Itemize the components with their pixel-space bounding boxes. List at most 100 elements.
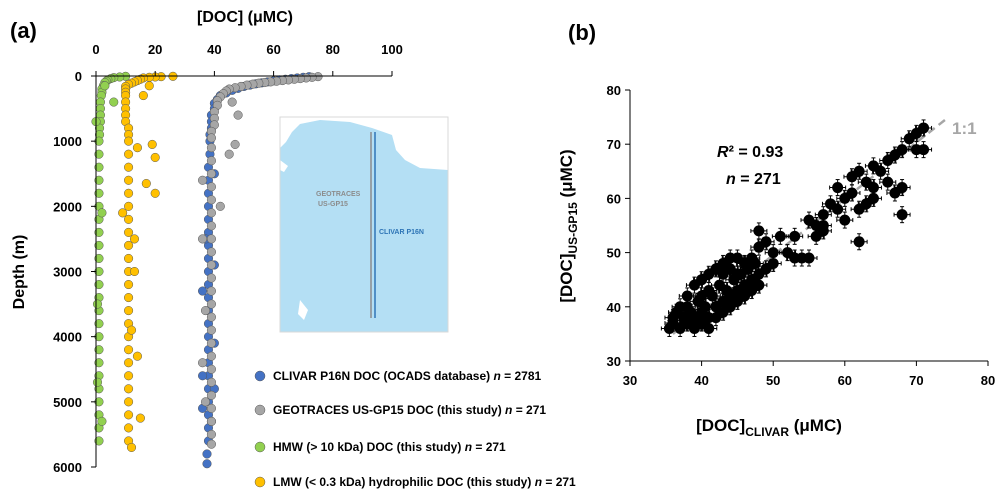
data-point bbox=[198, 234, 208, 244]
panel-label-a: (a) bbox=[10, 18, 37, 43]
panel-a-x-tick-label: 80 bbox=[326, 42, 340, 57]
panel-a-y-axis-label: Depth (m) bbox=[11, 235, 28, 310]
panel-a-y-tick-label: 0 bbox=[75, 69, 82, 84]
data-point-with-error bbox=[886, 184, 904, 202]
data-point-with-error bbox=[693, 287, 711, 305]
panel-a-x-tick-label: 0 bbox=[92, 42, 99, 57]
data-point bbox=[124, 306, 134, 316]
data-point bbox=[696, 290, 708, 302]
data-point bbox=[124, 423, 134, 433]
data-point bbox=[206, 439, 216, 449]
panel-a-x-tick-label: 20 bbox=[148, 42, 162, 57]
data-point bbox=[681, 290, 693, 302]
panel-a-depth-profile: GEOTRACES US-GP15 CLIVAR P16N 0 20 40 60 80 100… bbox=[11, 9, 576, 489]
data-point-with-error bbox=[864, 189, 882, 207]
data-point-with-error bbox=[678, 298, 696, 316]
series-1 bbox=[198, 72, 323, 449]
data-point bbox=[206, 429, 216, 439]
panel-b-y-tick-label: 80 bbox=[607, 83, 621, 98]
data-point bbox=[124, 279, 134, 290]
data-point bbox=[667, 312, 679, 324]
data-point bbox=[94, 149, 104, 159]
data-point bbox=[124, 384, 134, 394]
data-point bbox=[230, 139, 240, 149]
panel-a-y-tick-label: 3000 bbox=[53, 265, 82, 280]
data-point bbox=[206, 208, 216, 218]
data-point bbox=[918, 122, 930, 134]
data-point bbox=[206, 133, 216, 143]
data-point bbox=[774, 230, 786, 242]
data-point bbox=[124, 345, 134, 355]
panel-b-y-axis-label: [DOC]US-GP15 (μMC) bbox=[557, 149, 580, 302]
data-point bbox=[129, 234, 140, 244]
data-point-with-error bbox=[829, 200, 847, 218]
inset-land-north bbox=[280, 117, 448, 170]
data-point bbox=[206, 273, 216, 283]
data-point bbox=[206, 156, 216, 166]
data-point bbox=[202, 459, 212, 469]
data-point bbox=[100, 81, 110, 91]
data-point-with-error bbox=[743, 249, 761, 267]
legend-marker bbox=[254, 404, 266, 416]
data-point-with-error bbox=[700, 319, 718, 337]
data-point-with-error bbox=[836, 211, 854, 229]
legend-marker bbox=[254, 370, 266, 382]
data-point bbox=[867, 192, 879, 204]
data-point bbox=[832, 182, 844, 194]
data-point bbox=[198, 358, 208, 368]
panel-b-x-tick-label: 70 bbox=[909, 373, 923, 388]
data-point bbox=[206, 247, 216, 257]
data-point bbox=[227, 97, 237, 107]
panel-b-y-tick-label: 50 bbox=[607, 246, 621, 261]
data-point bbox=[94, 253, 104, 264]
data-point bbox=[126, 442, 137, 453]
data-point bbox=[889, 187, 901, 199]
data-point bbox=[126, 325, 137, 335]
data-point bbox=[767, 257, 779, 269]
data-point bbox=[206, 351, 216, 361]
data-point-with-error bbox=[893, 206, 911, 224]
data-point bbox=[753, 279, 765, 291]
data-point bbox=[94, 345, 104, 355]
data-point bbox=[147, 139, 157, 149]
data-point bbox=[206, 325, 216, 335]
panel-a-y-tick-label: 6000 bbox=[53, 460, 82, 475]
data-point bbox=[94, 175, 104, 185]
data-point bbox=[135, 413, 145, 423]
data-point bbox=[97, 416, 107, 426]
data-point bbox=[132, 143, 142, 153]
data-point bbox=[746, 252, 758, 264]
data-point-with-error bbox=[872, 162, 890, 180]
data-point-with-error bbox=[850, 162, 868, 180]
data-point bbox=[138, 91, 148, 101]
data-point bbox=[124, 397, 134, 407]
inset-frame bbox=[279, 116, 449, 333]
data-point bbox=[767, 247, 779, 259]
data-point bbox=[896, 144, 908, 156]
inset-label-us-gp15: US-GP15 bbox=[318, 201, 348, 208]
inset-land-west bbox=[280, 160, 288, 172]
data-point bbox=[124, 214, 134, 224]
data-point bbox=[94, 436, 104, 446]
data-point bbox=[206, 403, 216, 413]
data-point bbox=[124, 149, 134, 159]
inset-map: GEOTRACES US-GP15 CLIVAR P16N bbox=[279, 116, 449, 333]
legend-entry: LMW (< 0.3 kDa) hydrophilic DOC (this st… bbox=[273, 475, 576, 489]
data-point bbox=[206, 286, 216, 296]
data-point bbox=[846, 187, 858, 199]
data-point bbox=[206, 182, 216, 192]
data-point bbox=[202, 449, 212, 459]
panel-b-y-tick-label: 40 bbox=[607, 300, 621, 315]
panel-b-points bbox=[660, 119, 933, 337]
data-point bbox=[760, 236, 772, 248]
data-point-with-error bbox=[771, 227, 789, 245]
legend-entry: CLIVAR P16N DOC (OCADS database) n = 278… bbox=[273, 369, 542, 383]
data-point-with-error bbox=[721, 260, 739, 278]
panel-a-y-tick-label: 5000 bbox=[53, 395, 82, 410]
data-point bbox=[200, 306, 211, 316]
data-point bbox=[206, 169, 216, 179]
data-point-with-error bbox=[915, 119, 933, 137]
series-2 bbox=[91, 71, 131, 446]
data-point bbox=[132, 351, 142, 361]
panel-a-x-tick-label: 100 bbox=[381, 42, 403, 57]
